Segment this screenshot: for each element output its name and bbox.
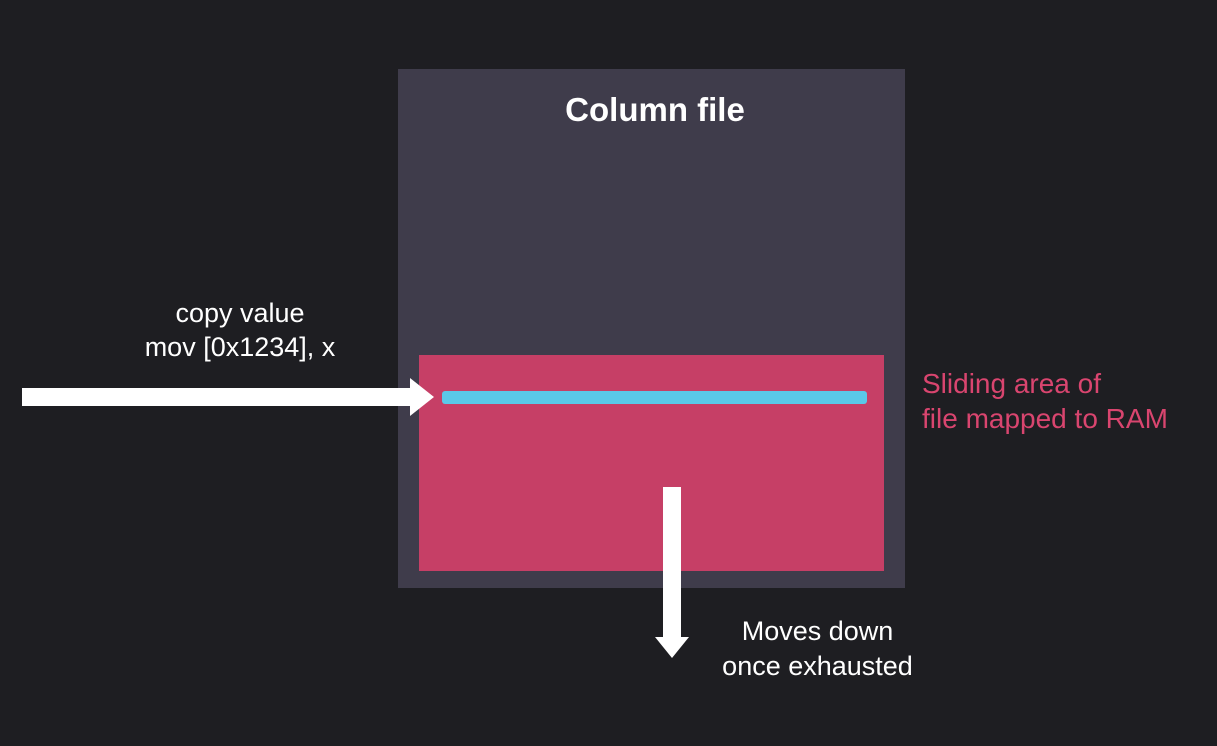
sliding-area-label: Sliding area of file mapped to RAM [922, 366, 1212, 436]
copy-instruction-line2: mov [0x1234], x [144, 332, 336, 362]
mapped-ram-area [419, 355, 884, 571]
copy-instruction-line1: copy value [175, 298, 305, 328]
copy-arrow [22, 378, 434, 416]
sliding-area-label-line1: Sliding area of [922, 368, 1102, 399]
copy-instruction: copy value mov [0x1234], x [100, 296, 380, 364]
moves-down-label-line2: once exhausted [722, 651, 913, 681]
moves-down-label-line1: Moves down [741, 616, 894, 646]
copied-value-line [442, 391, 867, 404]
column-file-title: Column file [565, 91, 745, 128]
sliding-area-label-line2: file mapped to RAM [922, 403, 1168, 434]
moves-down-label: Moves down once exhausted [700, 614, 935, 684]
